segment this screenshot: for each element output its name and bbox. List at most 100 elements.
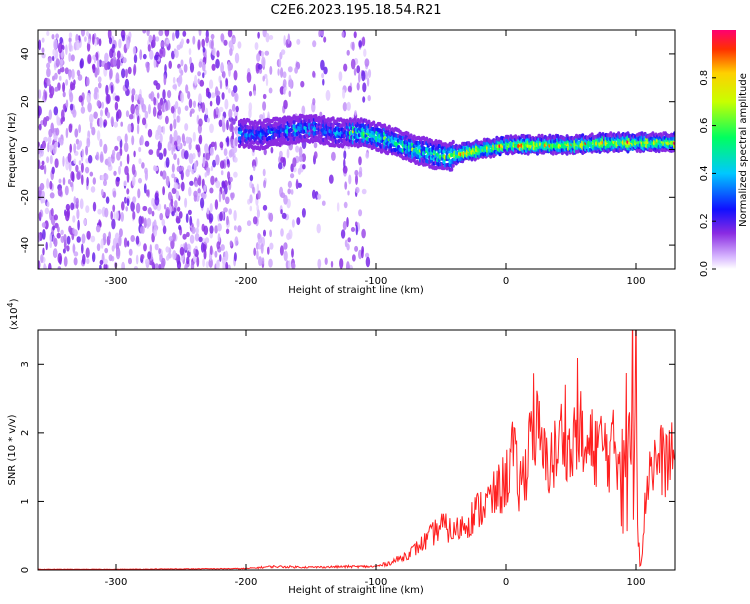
- spectrogram-noise-cell: [234, 136, 238, 147]
- spectrogram-noise-cell: [47, 142, 50, 153]
- spectrogram-noise-cell: [54, 72, 58, 80]
- spectrogram-noise-cell: [229, 47, 233, 57]
- spectrogram-noise-cell: [346, 261, 350, 269]
- spectrogram-noise-cell: [346, 101, 351, 111]
- spectrogram-noise-cell: [62, 155, 65, 167]
- spectrogram-noise-cell: [192, 131, 196, 142]
- spectrogram-noise-cell: [261, 51, 264, 58]
- spectrogram-noise-cell: [78, 160, 82, 166]
- spectrogram-noise-cell: [362, 82, 367, 93]
- spectrogram-noise-cell: [89, 171, 94, 177]
- spectrogram-noise-cell: [340, 229, 346, 239]
- spectrogram-noise-cell: [353, 68, 357, 76]
- spectrogram-noise-cell: [84, 36, 87, 42]
- spectrogram-noise-cell: [184, 123, 189, 131]
- spectrogram-noise-cell: [71, 68, 75, 80]
- spectrogram-noise-cell: [211, 47, 215, 55]
- spectrogram-noise-cell: [225, 78, 229, 87]
- spectrogram-noise-cell: [189, 234, 195, 244]
- spectrogram-noise-cell: [173, 182, 179, 190]
- spectrogram-noise-cell: [193, 248, 196, 255]
- spectrogram-noise-cell: [108, 37, 113, 45]
- spectrogram-noise-cell: [188, 98, 193, 109]
- spectrogram-noise-cell: [221, 116, 225, 126]
- spectrogram-noise-cell: [342, 102, 348, 112]
- spectrogram-noise-cell: [53, 214, 59, 221]
- spectrogram-noise-cell: [138, 158, 142, 165]
- spectrogram-noise-cell: [44, 91, 47, 101]
- spectrogram-noise-cell: [218, 119, 223, 128]
- spectrogram-noise-cell: [122, 57, 127, 64]
- top-xtick-label: -200: [235, 276, 258, 287]
- spectrogram-noise-cell: [196, 144, 201, 153]
- spectrogram-noise-cell: [165, 101, 169, 112]
- spectrogram-noise-cell: [49, 86, 55, 97]
- spectrogram-noise-cell: [355, 224, 358, 236]
- spectrogram-noise-cell: [317, 258, 322, 269]
- spectrogram-noise-cell: [99, 116, 103, 128]
- spectrogram-noise-cell: [126, 172, 130, 183]
- spectrogram-noise-cell: [219, 141, 224, 149]
- spectrogram-noise-cell: [356, 65, 361, 74]
- spectrogram-noise-cell: [177, 139, 181, 151]
- spectrogram-noise-cell: [270, 146, 274, 154]
- spectrogram-noise-cell: [125, 110, 130, 118]
- spectrogram-noise-cell: [216, 241, 221, 250]
- spectrogram-noise-cell: [336, 202, 340, 212]
- spectrogram-noise-cell: [343, 201, 348, 209]
- spectrogram-noise-cell: [85, 205, 90, 214]
- spectrogram-noise-cell: [361, 36, 366, 47]
- spectrogram-noise-cell: [171, 163, 175, 173]
- spectrogram-noise-cell: [158, 248, 162, 255]
- spectrogram-noise-cell: [187, 250, 191, 258]
- spectrogram-noise-cell: [301, 105, 306, 116]
- spectrogram-noise-cell: [142, 117, 147, 126]
- spectrogram-noise-cell: [313, 142, 318, 149]
- spectrogram-noise-cell: [113, 211, 116, 222]
- spectrogram-noise-cell: [210, 175, 215, 186]
- spectrogram-noise-cell: [209, 187, 214, 194]
- spectrogram-noise-cell: [39, 182, 45, 191]
- spectrogram-noise-cell: [157, 109, 162, 116]
- spectrogram-noise-cell: [81, 30, 85, 37]
- spectrogram-noise-cell: [100, 188, 104, 197]
- spectrogram-noise-cell: [208, 257, 213, 268]
- spectrogram-noise-cell: [87, 38, 91, 45]
- spectrogram-noise-cell: [187, 209, 192, 215]
- spectrogram-noise-cell: [350, 227, 356, 232]
- spectrogram-noise-cell: [358, 209, 363, 217]
- spectrogram-noise-cell: [223, 207, 228, 213]
- spectrogram-noise-cell: [125, 206, 128, 212]
- spectrogram-noise-cell: [165, 206, 170, 217]
- spectrogram-noise-cell: [197, 39, 201, 50]
- spectrogram-noise-cell: [361, 249, 364, 259]
- spectrogram-noise-cell: [118, 235, 122, 247]
- spectrogram-noise-cell: [78, 95, 83, 103]
- spectrogram-noise-cell: [38, 159, 41, 170]
- spectrogram-noise-cell: [153, 219, 157, 231]
- spectrogram-noise-cell: [42, 196, 46, 204]
- spectrogram-noise-cell: [159, 133, 163, 144]
- spectrogram-noise-cell: [207, 91, 212, 99]
- spectrogram-noise-cell: [92, 252, 96, 263]
- top-ytick-label: 20: [20, 95, 31, 108]
- spectrogram-noise-cell: [343, 63, 348, 72]
- spectrogram-noise-cell: [104, 52, 109, 63]
- spectrogram-noise-cell: [220, 170, 224, 176]
- spectrogram-noise-cell: [103, 263, 108, 269]
- spectrogram-noise-cell: [210, 40, 214, 50]
- spectrogram-noise-cell: [147, 207, 152, 215]
- spectrogram-noise-cell: [281, 212, 287, 219]
- spectrogram-noise-cell: [279, 245, 284, 256]
- spectrogram-noise-cell: [113, 121, 118, 128]
- spectrogram-noise-cell: [358, 171, 363, 178]
- spectrogram-noise-cell: [92, 177, 97, 185]
- spectrogram-noise-cell: [41, 222, 47, 228]
- spectrogram-noise-cell: [91, 126, 96, 136]
- spectrogram-noise-cell: [365, 256, 371, 268]
- spectrogram-noise-cell: [282, 71, 287, 79]
- spectrogram-noise-cell: [367, 95, 371, 102]
- spectrogram-noise-cell: [171, 187, 177, 194]
- spectrogram-noise-cell: [68, 225, 72, 233]
- spectrogram-noise-cell: [292, 157, 297, 168]
